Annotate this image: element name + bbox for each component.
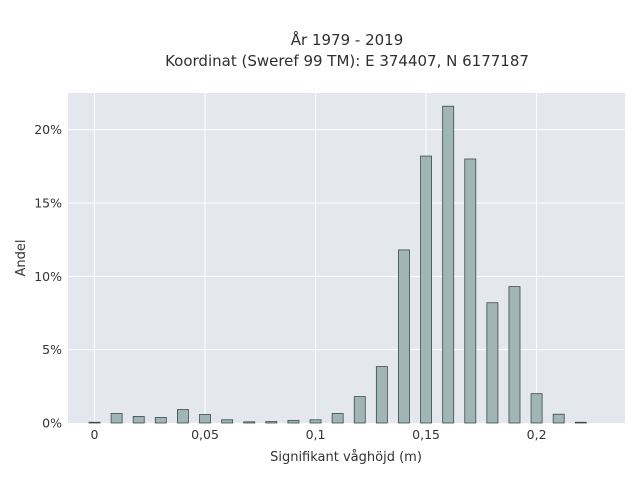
bar (398, 249, 410, 424)
bar (110, 413, 123, 424)
x-tick-label: 0,05 (191, 427, 219, 442)
bar (574, 421, 587, 424)
bar (508, 286, 521, 424)
y-tick-label: 20% (34, 122, 62, 137)
tick-labels: 0% 5% 10% 15% 20% 0 0,05 0,1 0,15 0,2 (34, 122, 546, 442)
bar (331, 413, 344, 424)
chart-title: År 1979 - 2019 (291, 30, 404, 49)
bar (287, 419, 300, 424)
grid-lines (68, 93, 625, 423)
y-tick-label: 15% (34, 196, 62, 211)
bar (420, 155, 432, 424)
bar (265, 421, 278, 424)
x-tick-label: 0 (91, 427, 99, 442)
y-tick-label: 10% (34, 269, 62, 284)
bar (442, 105, 455, 424)
bar (154, 417, 167, 424)
bar (552, 413, 565, 424)
x-axis-label: Signifikant våghöjd (m) (270, 450, 422, 465)
bar (464, 158, 477, 424)
y-tick-label: 0% (42, 416, 62, 431)
bar (353, 396, 366, 424)
y-axis-label: Andel (14, 240, 29, 277)
bar (88, 421, 101, 424)
bar (199, 414, 211, 424)
x-tick-label: 0,2 (527, 427, 547, 442)
x-tick-label: 0,1 (306, 427, 326, 442)
bar (530, 393, 543, 424)
y-tick-label: 5% (42, 342, 62, 357)
bar (309, 419, 322, 424)
bar (243, 421, 256, 424)
bar (486, 302, 499, 424)
x-tick-label: 0,15 (412, 427, 440, 442)
bar (177, 409, 189, 424)
bar (375, 366, 388, 424)
bar (132, 415, 145, 424)
bars (88, 105, 587, 424)
bar (221, 419, 234, 424)
chart-subtitle: Koordinat (Sweref 99 TM): E 374407, N 61… (165, 52, 529, 70)
plot-area (68, 93, 625, 423)
